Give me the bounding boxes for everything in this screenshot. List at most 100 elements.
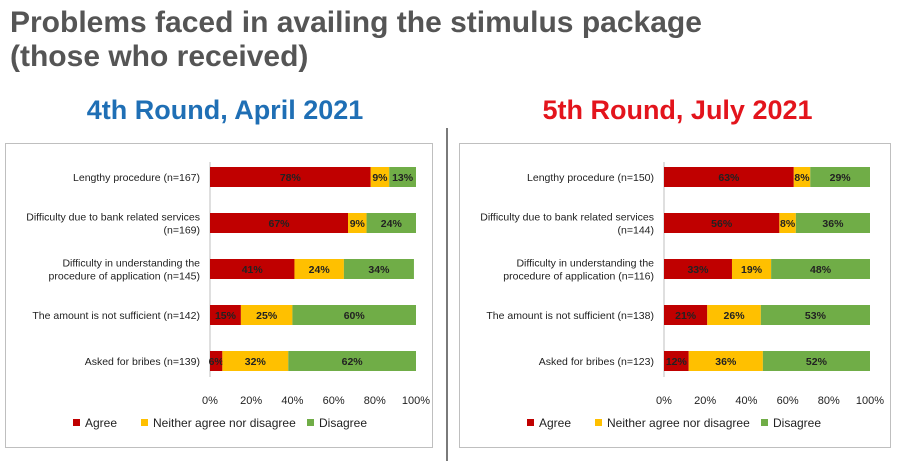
x-tick-label: 40% (281, 395, 303, 407)
bar-disagree (760, 305, 870, 325)
left-chart-svg: Lengthy procedure (n=167) 78% 9% 13% Difficu… (26, 162, 430, 430)
data-label: 13% (392, 172, 414, 184)
data-label: 63% (718, 172, 740, 184)
category-label: The amount is not sufficient (n=142) (32, 310, 200, 322)
data-label: 6% (209, 356, 225, 368)
bar-neither-agree-nor-disagree (222, 351, 289, 371)
legend-swatch (527, 419, 534, 426)
bar-agree (664, 305, 708, 325)
bar-neither-agree-nor-disagree (707, 305, 761, 325)
x-tick-label: 80% (364, 395, 386, 407)
data-label: 19% (741, 264, 763, 276)
x-tick-label: 0% (656, 395, 672, 407)
bar-agree (210, 259, 295, 279)
legend-swatch (595, 419, 602, 426)
x-tick-label: 100% (856, 395, 884, 407)
bar-agree (210, 213, 349, 233)
data-label: 24% (309, 264, 331, 276)
category-label: Difficulty in understanding the procedure… (49, 258, 201, 283)
data-label: 62% (342, 356, 364, 368)
bar-disagree (389, 167, 416, 187)
data-label: 60% (344, 310, 366, 322)
bar-neither-agree-nor-disagree (688, 351, 763, 371)
data-label: 78% (280, 172, 302, 184)
bar-neither-agree-nor-disagree (348, 213, 367, 233)
bar-agree (664, 351, 689, 371)
data-label: 9% (372, 172, 388, 184)
data-label: 48% (810, 264, 832, 276)
legend-label: Agree (539, 416, 571, 430)
data-label: 9% (350, 218, 366, 230)
legend-label: Neither agree nor disagree (607, 416, 750, 430)
data-label: 26% (724, 310, 746, 322)
left-chart-panel: Lengthy procedure (n=167) 78% 9% 13% Difficu… (5, 143, 433, 448)
x-tick-label: 80% (818, 395, 840, 407)
category-label: Difficulty due to bank related services(… (26, 212, 200, 237)
data-label: 56% (711, 218, 733, 230)
bar-agree (664, 213, 780, 233)
data-label: 21% (675, 310, 697, 322)
legend-label: Agree (85, 416, 117, 430)
right-chart-heading: 5th Round, July 2021 (542, 95, 813, 125)
category-label: Asked for bribes (n=123) (539, 356, 654, 368)
category-label: Difficulty in understanding the procedure… (503, 258, 654, 283)
legend-swatch (761, 419, 768, 426)
bar-disagree (288, 351, 416, 371)
category-label: Asked for bribes (n=139) (85, 356, 200, 368)
legend-swatch (73, 419, 80, 426)
data-label: 41% (242, 264, 264, 276)
data-label: 53% (805, 310, 827, 322)
data-label: 25% (256, 310, 278, 322)
bar-agree (664, 259, 732, 279)
x-tick-label: 20% (240, 395, 262, 407)
bar-disagree (343, 259, 414, 279)
page-title-line-1: Problems faced in availing the stimulus … (10, 6, 702, 39)
bar-neither-agree-nor-disagree (370, 167, 390, 187)
bar-disagree (366, 213, 416, 233)
category-label: The amount is not sufficient (n=138) (486, 310, 654, 322)
data-label: 15% (215, 310, 237, 322)
data-label: 32% (245, 356, 267, 368)
data-label: 8% (780, 218, 796, 230)
center-divider (446, 128, 448, 461)
category-label: Lengthy procedure (n=150) (527, 172, 654, 184)
x-tick-label: 60% (323, 395, 345, 407)
x-tick-label: 0% (202, 395, 218, 407)
bar-neither-agree-nor-disagree (793, 167, 811, 187)
bar-agree (210, 167, 371, 187)
legend-label: Disagree (773, 416, 821, 430)
x-tick-label: 20% (694, 395, 716, 407)
x-tick-label: 40% (735, 395, 757, 407)
x-tick-label: 100% (402, 395, 430, 407)
bar-neither-agree-nor-disagree (779, 213, 796, 233)
data-label: 12% (666, 356, 688, 368)
data-label: 8% (794, 172, 810, 184)
data-label: 33% (687, 264, 709, 276)
data-label: 36% (715, 356, 737, 368)
bar-neither-agree-nor-disagree (294, 259, 344, 279)
right-chart-panel: Lengthy procedure (n=150) 63% 8% 29% Difficu… (459, 143, 891, 448)
data-label: 52% (806, 356, 828, 368)
bar-disagree (795, 213, 870, 233)
bar-neither-agree-nor-disagree (240, 305, 293, 325)
page-title-line-2: (those who received) (10, 40, 309, 73)
bar-disagree (771, 259, 870, 279)
category-label: Difficulty due to bank related services(… (480, 212, 654, 237)
bar-disagree (762, 351, 870, 371)
left-chart-heading: 4th Round, April 2021 (86, 95, 364, 125)
bar-agree (210, 351, 223, 371)
bar-agree (210, 305, 241, 325)
data-label: 67% (269, 218, 291, 230)
data-label: 29% (830, 172, 852, 184)
category-label: Lengthy procedure (n=167) (73, 172, 200, 184)
bar-disagree (292, 305, 416, 325)
right-chart-svg: Lengthy procedure (n=150) 63% 8% 29% Difficu… (480, 162, 884, 430)
page-title: Problems faced in availing the stimulus … (10, 6, 870, 74)
data-label: 36% (822, 218, 844, 230)
data-label: 34% (368, 264, 390, 276)
data-label: 24% (381, 218, 403, 230)
legend-label: Neither agree nor disagree (153, 416, 296, 430)
bar-disagree (810, 167, 870, 187)
legend-label: Disagree (319, 416, 367, 430)
x-tick-label: 60% (777, 395, 799, 407)
